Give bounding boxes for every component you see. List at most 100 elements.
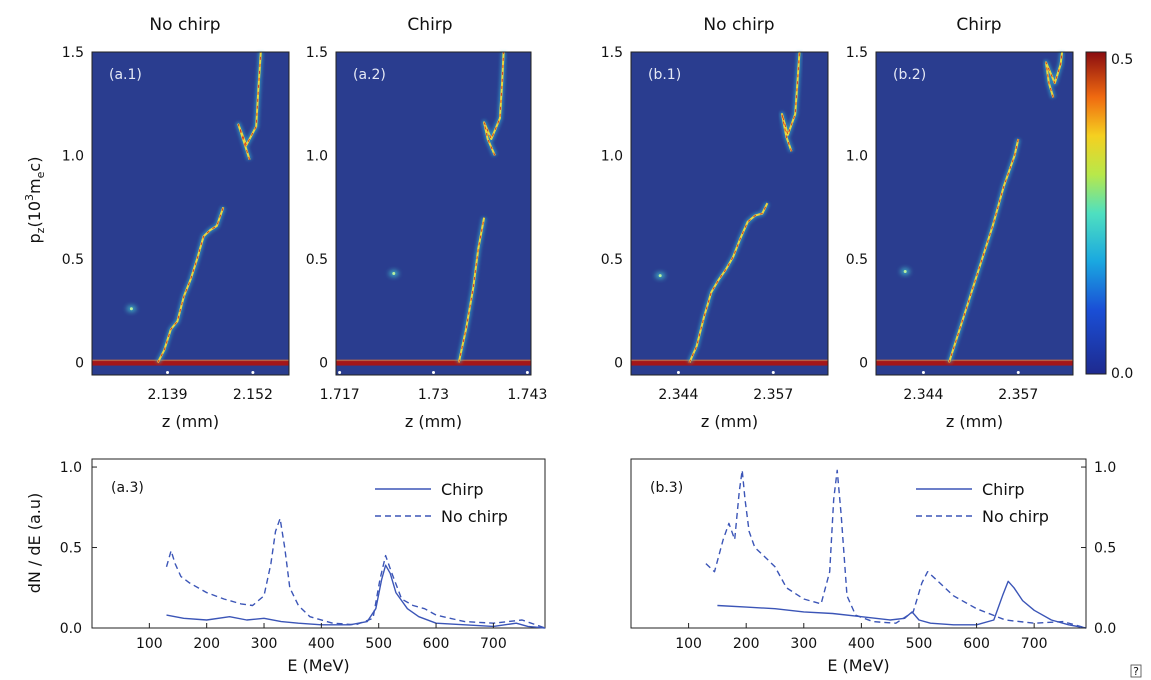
x-tick-mark: [338, 371, 342, 374]
heatmap-frame: [875, 51, 1074, 376]
line-chart-b3: 100 200 300 400 500 600 700 0.0 0.5 1.0 (b.3) Chirp…: [630, 458, 1116, 675]
x-tick-label: 600: [963, 636, 990, 652]
title-b1: No chirp: [703, 15, 774, 35]
heatmap-stripe-edge: [92, 359, 289, 362]
heatmap-stripe: [336, 360, 531, 366]
y-tick-label: 0.5: [601, 252, 623, 268]
line-chart-a3: 100 200 300 400 500 600 700 0.0 0.5 1.0 (a.3) Chirp…: [60, 458, 546, 675]
heatmap-b2: (b.2) 0 0.5 1.0 1.5 2.344 2.357 z (mm): [846, 45, 1074, 431]
x-tick-label: 700: [480, 636, 507, 652]
y-tick-label: 0.0: [1094, 621, 1116, 637]
x-tick-label: 200: [193, 636, 220, 652]
series-chirp: [717, 580, 1087, 629]
y-tick-label: 0: [319, 356, 328, 372]
series-no-chirp: [705, 469, 1087, 629]
x-tick-label: 700: [1021, 636, 1048, 652]
y-tick-label: 1.5: [601, 45, 623, 61]
x-axis-label: z (mm): [946, 412, 1003, 431]
x-tick-label: 600: [423, 636, 450, 652]
x-tick-label: 2.357: [753, 387, 793, 403]
x-axis-label: z (mm): [162, 412, 219, 431]
x-tick-mark: [525, 371, 529, 374]
x-tick-label: 1.717: [320, 387, 360, 403]
x-axis-label: E (MeV): [827, 656, 889, 675]
heatmap-frame: [335, 51, 532, 376]
y-tick-label: 0.5: [60, 541, 82, 557]
colorbar-min-label: 0.0: [1111, 366, 1133, 382]
y-tick-label: 0: [614, 356, 623, 372]
x-tick-label: 200: [733, 636, 760, 652]
y-tick-label: 0.5: [62, 252, 84, 268]
x-tick-mark: [432, 371, 435, 374]
x-tick-label: 2.357: [998, 387, 1038, 403]
y-tick-label: 1.5: [846, 45, 868, 61]
heatmap-stripe: [92, 360, 289, 366]
y-tick-label: 0.5: [846, 252, 868, 268]
panel-label: (b.3): [650, 480, 683, 496]
colorbar: 0.5 0.0: [1085, 51, 1133, 382]
title-a1: No chirp: [149, 15, 220, 35]
x-tick-label: 500: [365, 636, 392, 652]
heatmap-b1: (b.1) 0 0.5 1.0 1.5 2.344 2.357 z (mm): [601, 45, 829, 431]
heatmap-stripe-edge: [336, 359, 531, 362]
y-tick-label: 0.5: [1094, 541, 1116, 557]
plot-frame: [630, 458, 1087, 629]
series-no-chirp: [165, 517, 546, 629]
heatmap-blob-core: [392, 272, 396, 276]
svg-text:pz(103mec): pz(103mec): [23, 157, 47, 244]
x-tick-label: 300: [790, 636, 817, 652]
heatmap-blob-core: [129, 307, 133, 311]
ylabel-bottom: dN / dE (a.u): [25, 493, 44, 594]
x-tick-label: 300: [251, 636, 278, 652]
x-tick-label: 400: [308, 636, 335, 652]
heatmap-background: [876, 52, 1073, 375]
panel-label: (a.1): [109, 67, 142, 83]
heatmap-stripe-edge: [631, 359, 828, 362]
panel-label: (a.3): [111, 480, 144, 496]
series-chirp: [166, 564, 546, 629]
x-tick-label: 2.139: [147, 387, 187, 403]
x-tick-label: 1.743: [507, 387, 547, 403]
heatmap-frame: [91, 51, 290, 376]
heatmap-blob-core: [658, 274, 662, 278]
colorbar-max-label: 0.5: [1111, 52, 1133, 68]
legend-label: Chirp: [441, 480, 484, 499]
heatmap-frame: [630, 51, 829, 376]
x-tick-mark: [921, 371, 925, 374]
x-tick-mark: [251, 371, 255, 374]
y-tick-label: 0: [859, 356, 868, 372]
heatmap-trace-core: [458, 217, 485, 363]
heatmap-a1: (a.1) 0 0.5 1.0 1.5 2.139 2.152 z (mm): [62, 45, 290, 431]
y-tick-label: 1.0: [60, 460, 82, 476]
legend-label: No chirp: [441, 507, 508, 526]
heatmap-trace-core: [688, 202, 768, 363]
heatmap-trace-core: [781, 51, 800, 152]
ylabel-top: pz(103mec): [23, 157, 47, 244]
title-a2: Chirp: [407, 15, 452, 35]
legend-label: Chirp: [982, 480, 1025, 499]
x-tick-mark: [1016, 371, 1020, 374]
x-tick-label: 2.344: [903, 387, 943, 403]
y-tick-label: 1.0: [1094, 460, 1116, 476]
x-tick-mark: [166, 371, 170, 374]
heatmap-trace-core: [157, 207, 224, 363]
panel-label: (b.1): [648, 67, 681, 83]
y-tick-label: 1.0: [62, 149, 84, 165]
colorbar-gradient: [1085, 51, 1107, 375]
heatmap-a2: (a.2) 0 0.5 1.0 1.5 1.717 1.73 1.743 z (mm): [306, 45, 548, 431]
x-tick-label: 2.344: [658, 387, 698, 403]
x-tick-label: 1.73: [418, 387, 449, 403]
plot-frame: [91, 458, 546, 629]
y-tick-label: 1.0: [601, 149, 623, 165]
legend-label: No chirp: [982, 507, 1049, 526]
x-axis-label: z (mm): [405, 412, 462, 431]
heatmap-trace: [1045, 51, 1064, 98]
heatmap-trace: [483, 51, 505, 156]
y-tick-label: 0: [75, 356, 84, 372]
y-tick-label: 1.5: [62, 45, 84, 61]
heatmap-stripe: [631, 360, 828, 366]
y-tick-label: 0.0: [60, 621, 82, 637]
corner-glyph: ?: [1133, 665, 1139, 678]
y-tick-label: 1.0: [846, 149, 868, 165]
